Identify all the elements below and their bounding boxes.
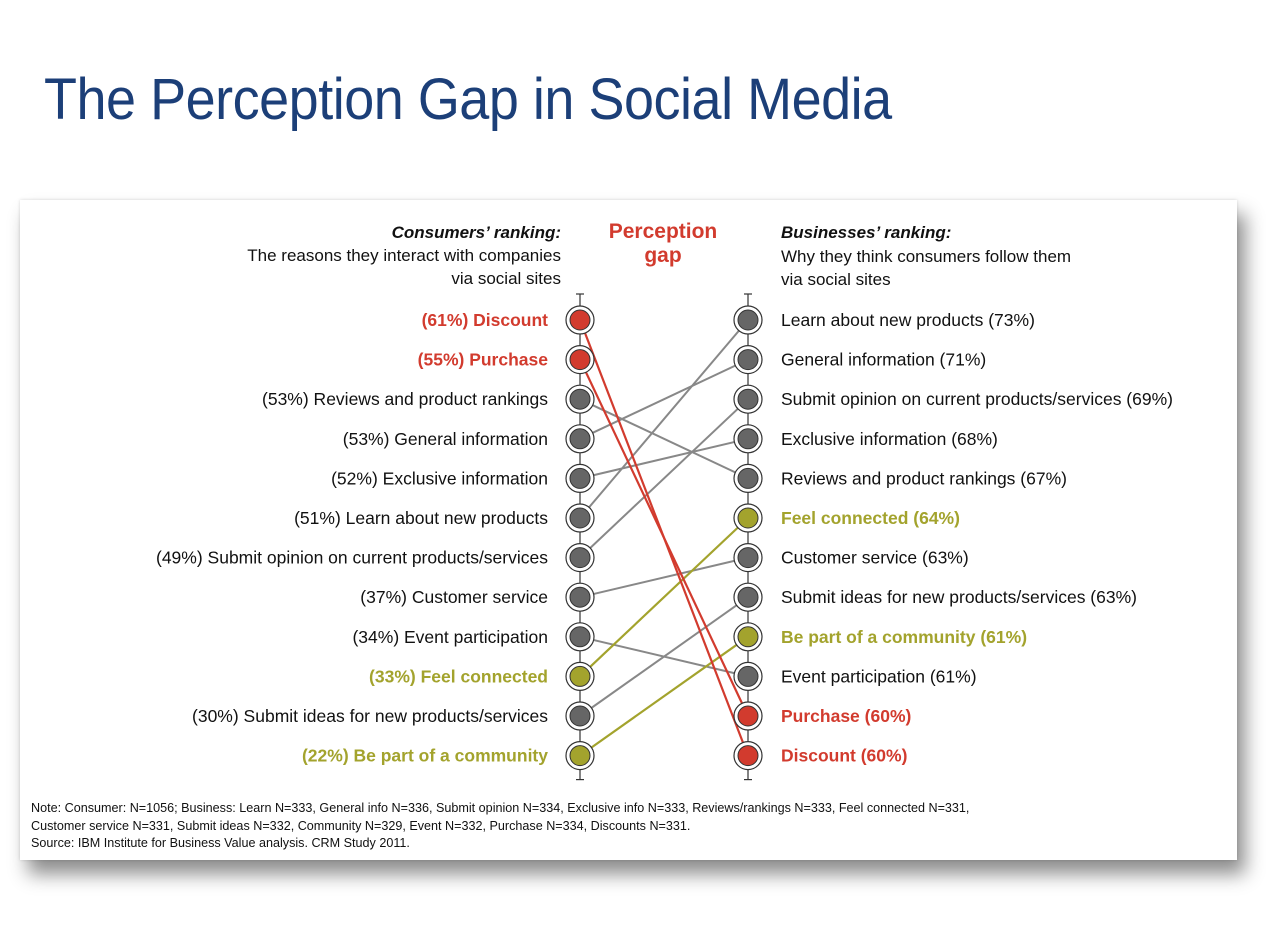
left-header-line1: The reasons they interact with companies bbox=[247, 246, 561, 265]
chart-note: Note: Consumer: N=1056; Business: Learn … bbox=[31, 800, 1211, 853]
left-node bbox=[565, 622, 595, 652]
link-line-gray bbox=[579, 398, 749, 559]
link-line-gray bbox=[579, 437, 749, 480]
right-label: Purchase (60%) bbox=[781, 706, 911, 726]
left-label: (37%) Customer service bbox=[360, 587, 548, 607]
right-label: Submit ideas for new products/services (… bbox=[781, 587, 1137, 607]
left-label: (53%) Reviews and product rankings bbox=[262, 389, 548, 409]
left-node bbox=[565, 345, 595, 375]
right-label: Feel connected (64%) bbox=[781, 508, 960, 528]
link-line-gray bbox=[579, 556, 749, 599]
note-source: Source: IBM Institute for Business Value… bbox=[31, 836, 410, 850]
perception-gap-title-line1: Perception bbox=[609, 220, 718, 243]
right-node bbox=[733, 503, 763, 533]
left-node bbox=[565, 661, 595, 691]
left-header-title: Consumers’ ranking: bbox=[392, 223, 561, 242]
left-node bbox=[565, 582, 595, 612]
right-label: Exclusive information (68%) bbox=[781, 429, 998, 449]
left-label: (34%) Event participation bbox=[352, 627, 548, 647]
left-node bbox=[565, 543, 595, 573]
perception-gap-chart: Consumers’ ranking: The reasons they int… bbox=[156, 220, 1173, 781]
left-label: (52%) Exclusive information bbox=[331, 468, 548, 488]
right-node bbox=[733, 345, 763, 375]
right-label: Submit opinion on current products/servi… bbox=[781, 389, 1173, 409]
left-label: (33%) Feel connected bbox=[369, 666, 548, 686]
right-node bbox=[733, 463, 763, 493]
right-node bbox=[733, 622, 763, 652]
left-label: (30%) Submit ideas for new products/serv… bbox=[192, 706, 548, 726]
link-line-olive bbox=[579, 517, 749, 678]
right-node bbox=[733, 582, 763, 612]
right-node bbox=[733, 740, 763, 771]
right-node bbox=[733, 543, 763, 573]
left-node bbox=[565, 463, 595, 493]
note-line-1: Note: Consumer: N=1056; Business: Learn … bbox=[31, 801, 970, 815]
right-label: Learn about new products (73%) bbox=[781, 310, 1035, 330]
right-header-line1: Why they think consumers follow them bbox=[781, 247, 1071, 266]
left-label: (61%) Discount bbox=[422, 310, 549, 330]
left-label: (53%) General information bbox=[343, 429, 548, 449]
right-label: Be part of a community (61%) bbox=[781, 627, 1027, 647]
left-node bbox=[565, 701, 595, 731]
right-header-title: Businesses’ ranking: bbox=[781, 223, 951, 242]
axes-layer bbox=[576, 293, 752, 781]
left-label: (49%) Submit opinion on current products… bbox=[156, 548, 548, 568]
left-label: (51%) Learn about new products bbox=[294, 508, 548, 528]
chart-card: Consumers’ ranking: The reasons they int… bbox=[20, 200, 1237, 860]
left-node bbox=[565, 384, 595, 414]
left-node bbox=[565, 424, 595, 454]
nodes-layer bbox=[565, 305, 763, 771]
left-header-line2: via social sites bbox=[451, 269, 561, 288]
right-node bbox=[733, 424, 763, 454]
right-label: Customer service (63%) bbox=[781, 548, 969, 568]
perception-gap-title-line2: gap bbox=[644, 244, 681, 267]
left-node bbox=[565, 503, 595, 533]
link-line-gray bbox=[579, 319, 749, 519]
right-node bbox=[733, 384, 763, 414]
right-node bbox=[733, 661, 763, 691]
left-label: (55%) Purchase bbox=[418, 350, 549, 370]
left-node bbox=[565, 305, 595, 335]
right-label: General information (71%) bbox=[781, 350, 986, 370]
link-line-gray bbox=[579, 358, 749, 440]
right-node bbox=[733, 701, 763, 731]
left-label: (22%) Be part of a community bbox=[302, 746, 548, 766]
labels-layer: (61%) Discount (55%) Purchase (53%) Review… bbox=[156, 310, 1173, 766]
right-node bbox=[733, 305, 763, 335]
link-line-gray bbox=[579, 398, 749, 480]
right-label: Discount (60%) bbox=[781, 746, 907, 766]
links-layer bbox=[578, 319, 750, 757]
link-line-olive bbox=[579, 635, 749, 757]
right-label: Reviews and product rankings (67%) bbox=[781, 468, 1067, 488]
page-title: The Perception Gap in Social Media bbox=[44, 67, 892, 132]
right-header-line2: via social sites bbox=[781, 270, 891, 289]
link-line-gray bbox=[579, 596, 749, 717]
link-line-red bbox=[579, 359, 749, 717]
note-line-2: Customer service N=331, Submit ideas N=3… bbox=[31, 818, 691, 833]
left-node bbox=[565, 740, 595, 771]
right-label: Event participation (61%) bbox=[781, 666, 977, 686]
